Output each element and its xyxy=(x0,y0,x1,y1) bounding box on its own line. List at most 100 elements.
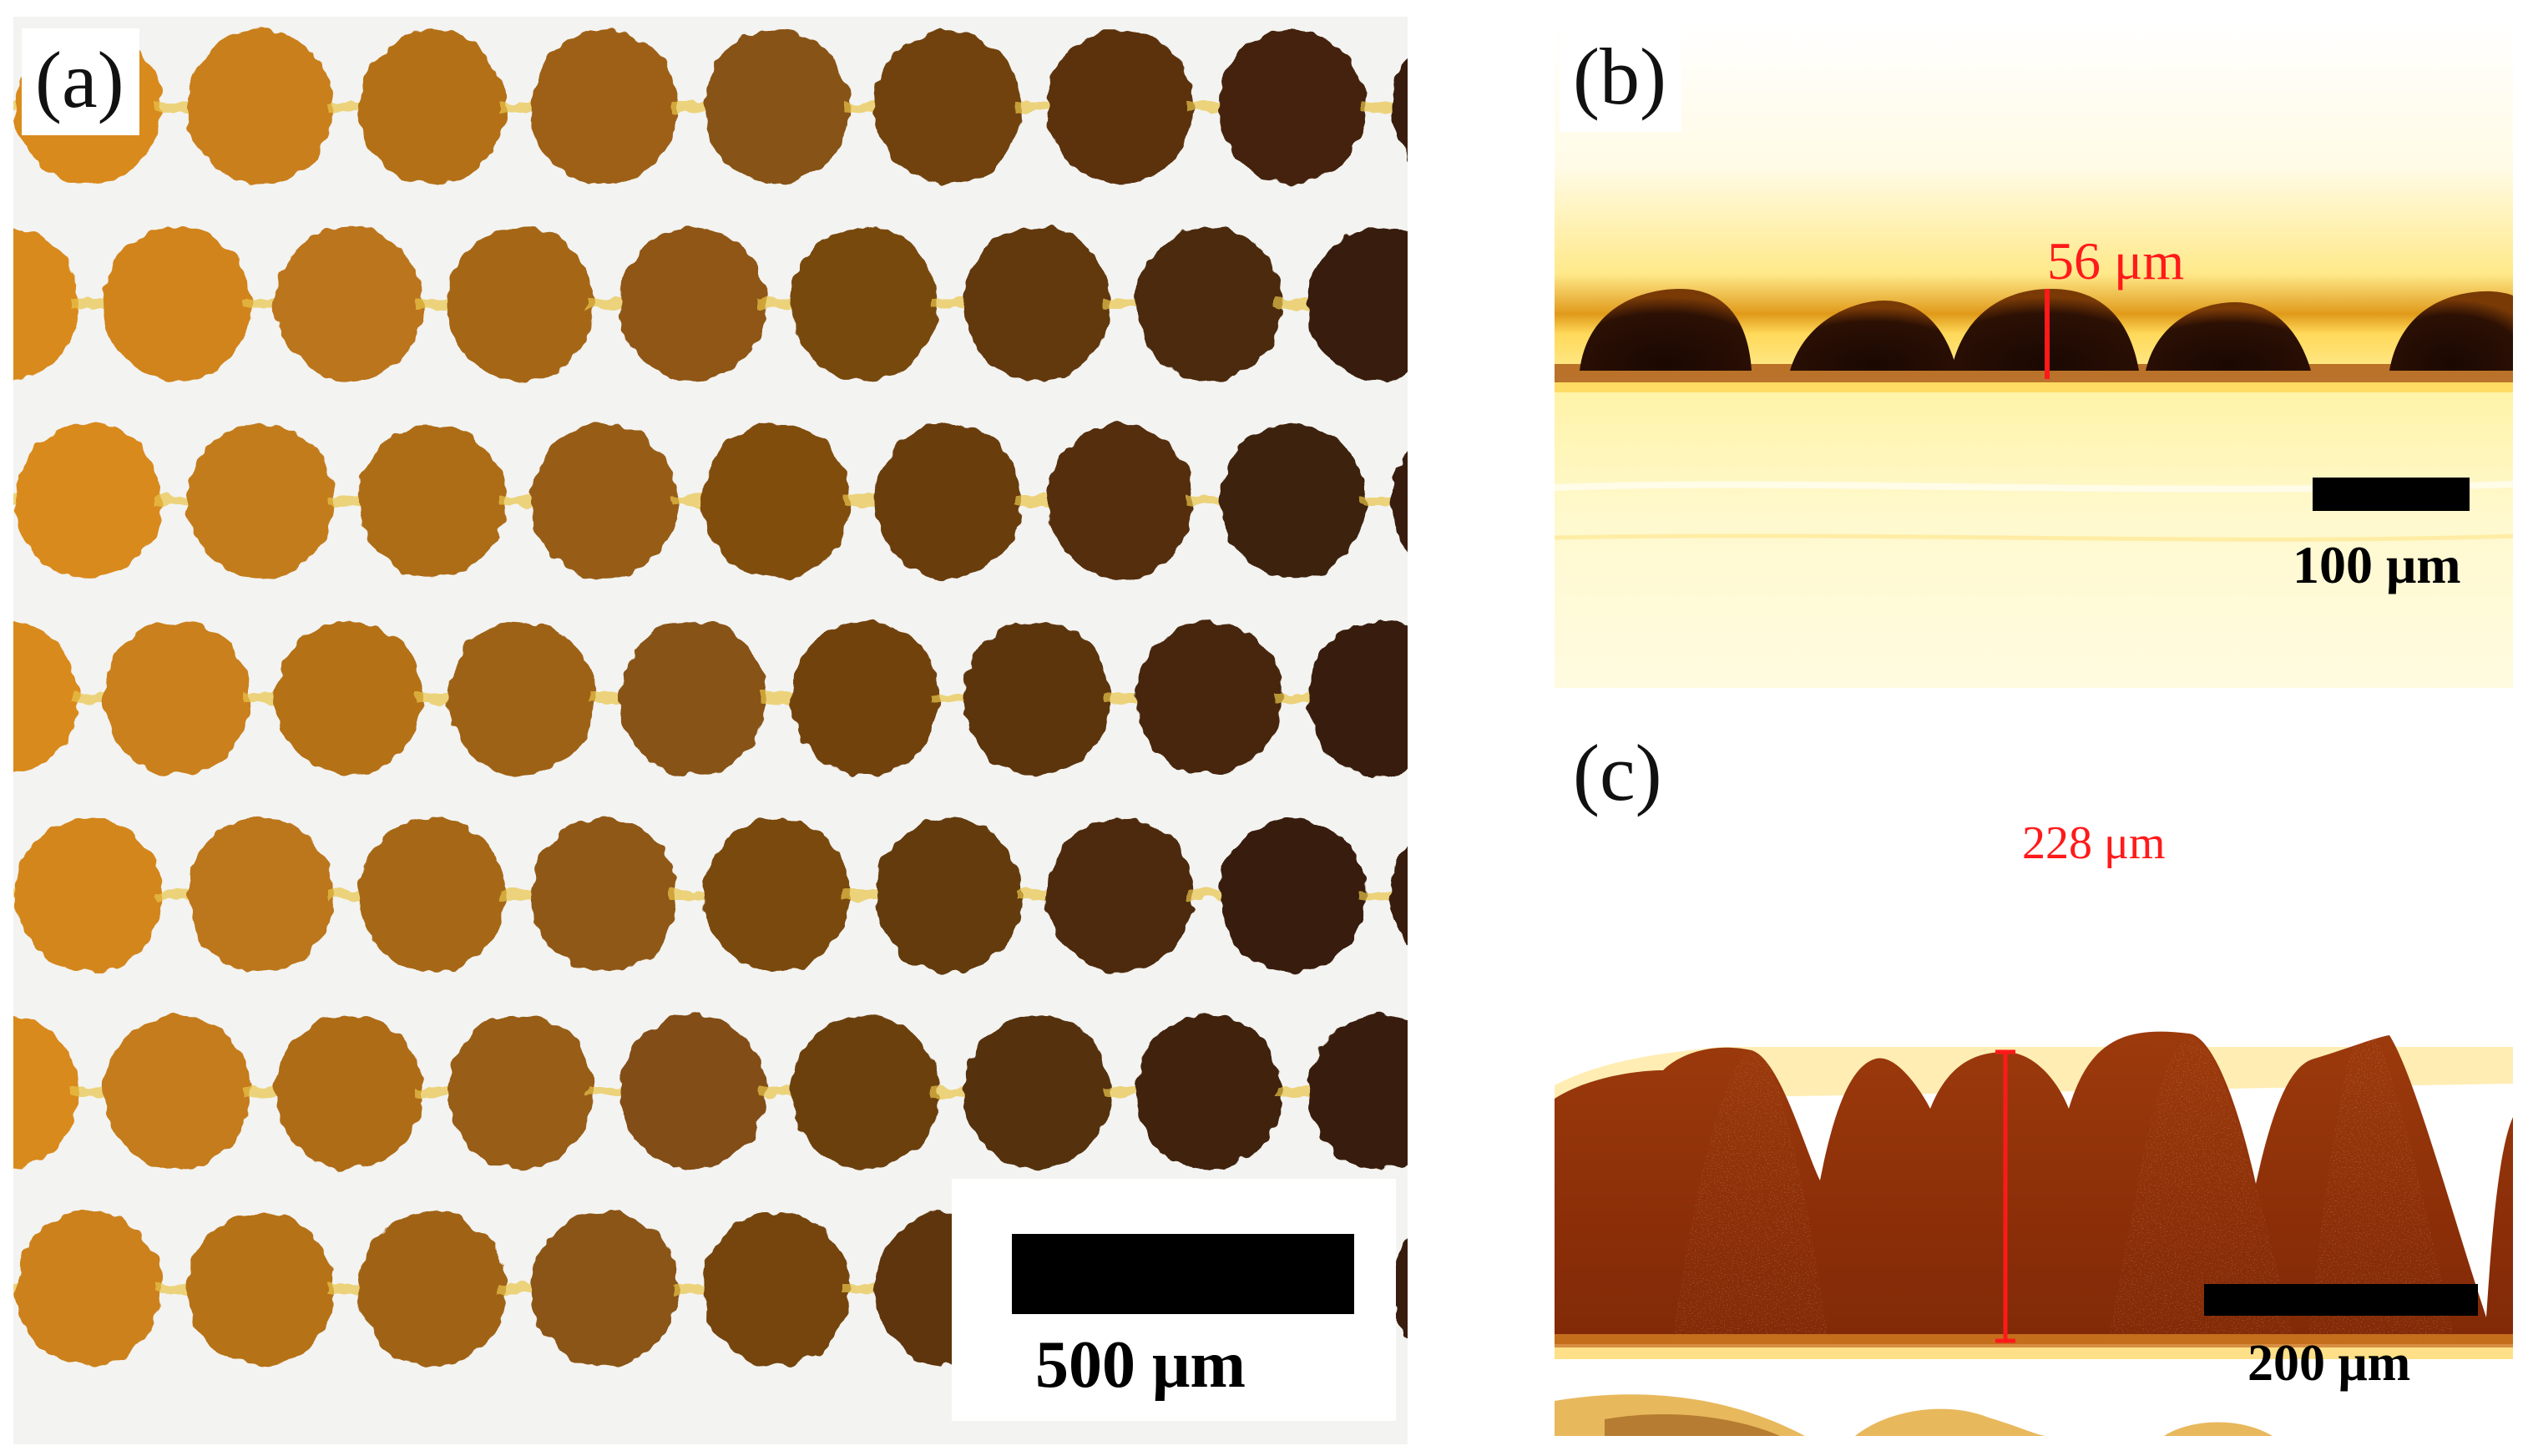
scale-bar-500 xyxy=(1012,1234,1354,1314)
panel-a-image xyxy=(13,17,1408,1444)
microdot xyxy=(187,1211,334,1367)
panel-b-label: (b) xyxy=(1560,25,1681,132)
dot-bridge xyxy=(1015,890,1054,900)
dot-bridge xyxy=(843,102,882,112)
microdot xyxy=(447,620,594,776)
microdot xyxy=(791,1014,938,1170)
microdot xyxy=(104,1014,250,1170)
dot-bridge xyxy=(671,890,710,900)
microdot xyxy=(963,1014,1110,1170)
microdot xyxy=(619,620,766,776)
microdot xyxy=(13,227,78,381)
dot-bridge xyxy=(1359,890,1398,900)
dome-4 xyxy=(2146,302,2311,371)
dot-bridge xyxy=(327,890,366,900)
microdot xyxy=(875,29,1022,185)
microdot xyxy=(619,1014,766,1170)
panel-c-label: (c) xyxy=(1560,721,1677,828)
microdot xyxy=(187,423,334,579)
panel-a-micrograph: (a) 500 μm xyxy=(13,17,1408,1444)
microdot xyxy=(1391,58,1408,156)
microdot xyxy=(875,423,1022,579)
dot-bridge xyxy=(1276,1087,1314,1097)
measure-label-56: 56 μm xyxy=(2047,231,2185,291)
dot-bridge xyxy=(1276,299,1314,309)
panel-a-scale-box: 500 μm xyxy=(952,1179,1396,1421)
dot-bridge xyxy=(155,890,194,900)
microdot xyxy=(531,1211,678,1367)
dot-bridge xyxy=(1104,1087,1142,1097)
microdot xyxy=(359,423,506,579)
dot-bridge xyxy=(72,299,110,309)
dome-1 xyxy=(1580,289,1752,371)
scale-bar-200 xyxy=(2204,1284,2478,1316)
dot-bridge xyxy=(671,1284,710,1294)
dome-2 xyxy=(1790,301,1957,371)
microdot xyxy=(13,621,78,775)
microdot xyxy=(359,29,506,185)
panel-b-cross-section: (b) 56 μm 100 μm xyxy=(1555,20,2513,688)
microdot xyxy=(15,423,162,579)
dot-bridge xyxy=(1359,496,1398,506)
dot-bridge xyxy=(499,1284,538,1294)
scale-label-500: 500 μm xyxy=(1035,1328,1246,1402)
microdot xyxy=(791,226,938,382)
microdot xyxy=(963,620,1110,776)
dot-bridge xyxy=(1187,890,1226,900)
microdot xyxy=(703,1211,850,1367)
dot-bridge xyxy=(155,1284,194,1294)
dot-bridge xyxy=(327,496,366,506)
microdot xyxy=(1047,29,1194,185)
microdot xyxy=(447,226,594,382)
microdot xyxy=(1391,452,1408,550)
dot-bridge xyxy=(416,299,454,309)
dot-bridge xyxy=(671,496,710,506)
microdot xyxy=(619,226,766,382)
microdot xyxy=(104,226,250,382)
dot-bridge xyxy=(244,1087,282,1097)
dot-bridge xyxy=(760,1087,798,1097)
dot-bridge xyxy=(244,693,282,703)
dot-bridge xyxy=(932,299,970,309)
microdot xyxy=(1135,1014,1282,1170)
dot-bridge xyxy=(1015,102,1054,112)
dot-bridge xyxy=(1015,496,1054,506)
microdot xyxy=(703,817,850,973)
dot-bridge xyxy=(588,299,626,309)
scale-label-200: 200 μm xyxy=(2247,1335,2411,1392)
microdot xyxy=(15,1211,162,1367)
microdot xyxy=(1307,620,1408,776)
dot-bridge xyxy=(843,496,882,506)
microdot xyxy=(359,1211,506,1367)
dot-bridge xyxy=(1187,102,1226,112)
microdot xyxy=(703,29,850,185)
dot-bridge xyxy=(588,693,626,703)
panel-b-image xyxy=(1555,20,2513,688)
dot-bridge xyxy=(155,102,194,112)
scale-label-100: 100 μm xyxy=(2293,535,2461,594)
panel-a-label: (a) xyxy=(22,28,139,135)
measure-label-228: 228 μm xyxy=(2022,817,2166,869)
microdot xyxy=(875,817,1022,973)
dot-bridge xyxy=(1359,102,1398,112)
dot-bridge xyxy=(843,890,882,900)
dot-bridge xyxy=(72,1087,110,1097)
microdot xyxy=(13,1015,78,1169)
dot-bridge xyxy=(499,102,538,112)
microdot xyxy=(1307,226,1408,382)
panel-c-cross-section: (c) 228 μm 200 μm xyxy=(1555,716,2513,1436)
dot-bridge xyxy=(327,102,366,112)
dot-bridge xyxy=(416,693,454,703)
microdot xyxy=(1219,29,1366,185)
dot-bridge xyxy=(588,1087,626,1097)
dot-bridge xyxy=(499,496,538,506)
microdot xyxy=(276,1014,422,1170)
microdot xyxy=(791,620,938,776)
microdot xyxy=(963,226,1110,382)
microdot xyxy=(187,817,334,973)
dot-bridge xyxy=(72,693,110,703)
microdot xyxy=(1135,620,1282,776)
microdot xyxy=(1219,423,1366,579)
dot-bridge xyxy=(416,1087,454,1097)
microdot xyxy=(703,423,850,579)
